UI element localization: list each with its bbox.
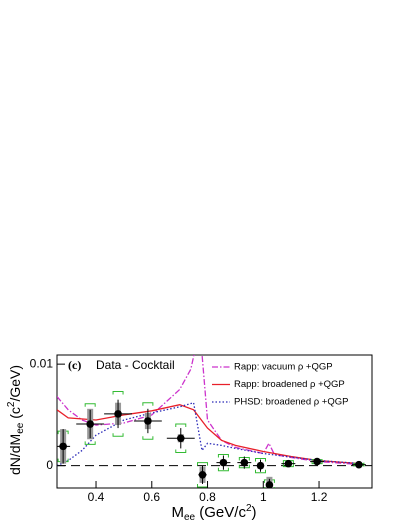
data-point <box>284 459 293 468</box>
x-label-part: (GeV/c <box>195 504 246 521</box>
data-point <box>219 458 228 467</box>
y-axis-label: dN/dMee (c2/GeV) <box>6 365 26 475</box>
legend-label: Rapp: vacuum ρ +QGP <box>234 362 333 373</box>
data-point <box>256 461 265 470</box>
data-point <box>265 481 274 488</box>
x-tick-label: 0.8 <box>199 490 216 504</box>
model-curve <box>57 401 361 467</box>
y-tick-label: 0 <box>46 458 53 472</box>
cocktail-bracket <box>84 403 96 445</box>
plot-frame <box>56 354 373 489</box>
x-label-part: ee <box>184 512 196 523</box>
legend-label: PHSD: broadened ρ +QGP <box>234 397 348 408</box>
y-tick-label: 0.01 <box>30 356 54 370</box>
y-label-part: (c <box>7 407 23 423</box>
overlay: 0.4 0.6 0.8 1 1.2 0 0.01 Rapp: vacuum ρ +QGP Rap… <box>30 356 349 504</box>
cocktail-bracket <box>112 391 124 437</box>
plot-area <box>57 355 372 488</box>
model-curve <box>57 404 361 465</box>
y-label-part: ee <box>15 422 26 434</box>
x-tick-label: 0.6 <box>143 490 160 504</box>
data-point <box>313 457 321 466</box>
data-point <box>144 417 152 425</box>
x-axis-label: Mee (GeV/c2) <box>171 503 256 523</box>
y-label-part: /GeV) <box>7 365 23 402</box>
data-point <box>59 442 67 451</box>
x-label-part: 2 <box>246 503 252 514</box>
data-point <box>86 420 94 428</box>
panel-label: (c) <box>68 358 81 372</box>
data-point <box>355 460 363 469</box>
cocktail-bracket <box>217 453 229 472</box>
data-point <box>114 410 122 418</box>
x-label-part: M <box>171 504 184 521</box>
cocktail-bracket <box>142 402 154 440</box>
y-label-part: 2 <box>6 401 17 407</box>
cocktail-bracket <box>254 458 266 474</box>
x-tick-label: 1 <box>260 490 267 504</box>
data-point <box>176 434 185 443</box>
x-tick-label: 1.2 <box>311 490 328 504</box>
x-tick-label: 0.4 <box>88 490 105 504</box>
data-point <box>198 471 207 479</box>
data-point <box>240 458 249 467</box>
model-curve <box>57 355 361 466</box>
cocktail-bracket <box>175 423 187 453</box>
x-label-part: ) <box>252 504 257 521</box>
annotation: Data - Cocktail <box>96 358 175 372</box>
legend-label: Rapp: broadened ρ +QGP <box>234 379 345 390</box>
y-label-part: dN/dM <box>7 434 23 475</box>
